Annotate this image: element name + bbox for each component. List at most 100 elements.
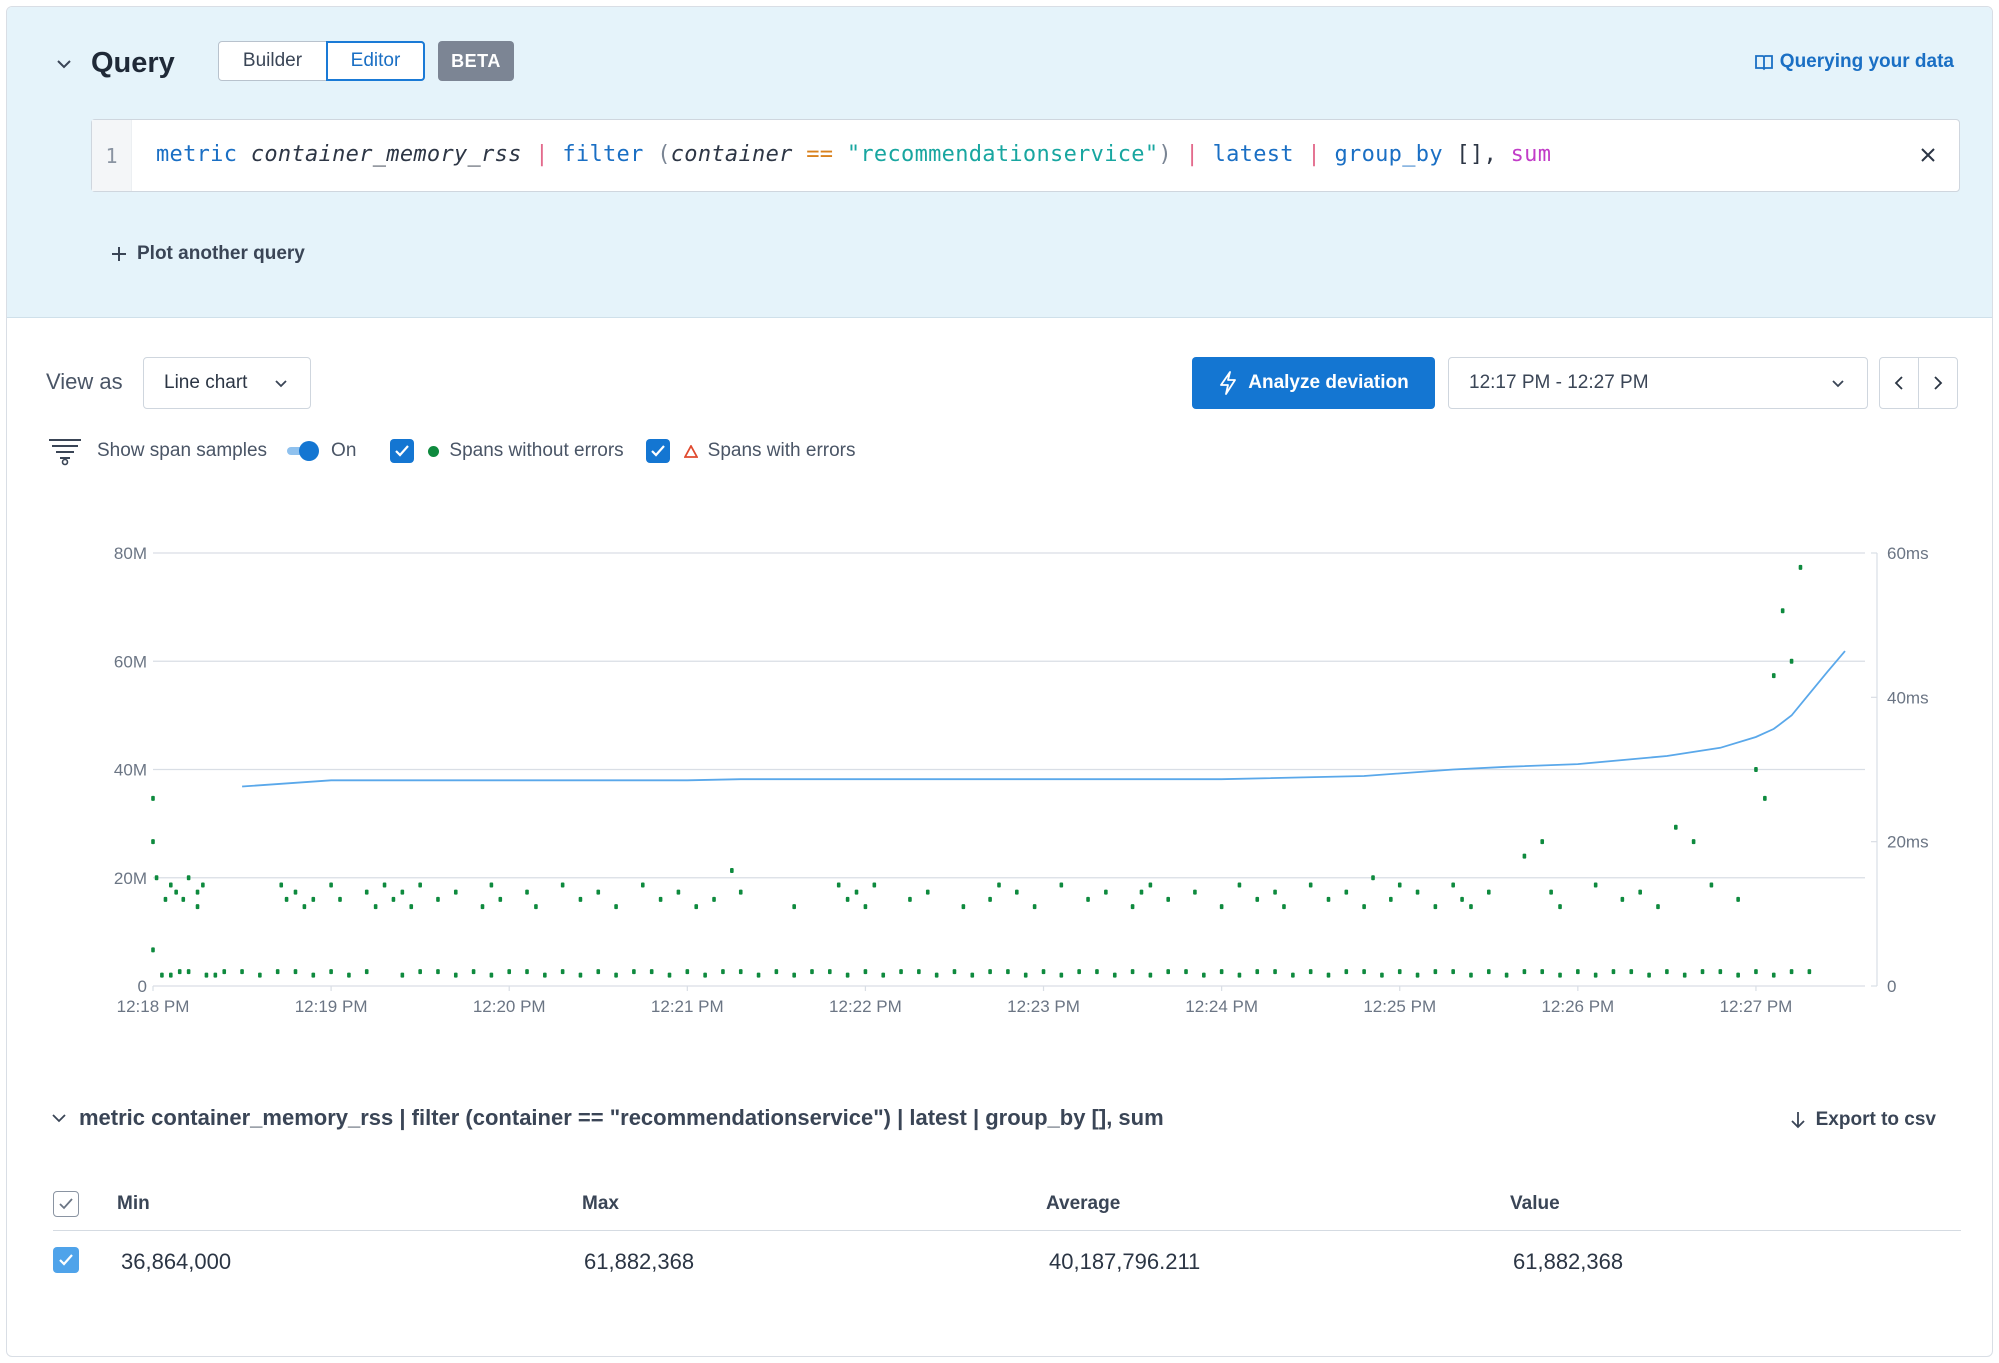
span-sample-point: [1380, 972, 1384, 978]
y-left-tick-label: 0: [138, 977, 147, 996]
span-sample-point: [1237, 882, 1242, 888]
span-sample-point: [1059, 972, 1064, 978]
code-token: |: [1171, 142, 1213, 167]
span-sample-point: [169, 972, 173, 978]
export-csv-button[interactable]: Export to csv: [1790, 1109, 1936, 1131]
span-sample-point: [1184, 969, 1188, 975]
span-sample-point: [810, 969, 814, 975]
span-sample-point: [1576, 969, 1580, 975]
span-sample-point: [1549, 889, 1553, 895]
previous-range-chevron-left-icon[interactable]: [1880, 358, 1919, 408]
span-sample-point: [436, 969, 440, 975]
time-range-select[interactable]: 12:17 PM - 12:27 PM: [1448, 357, 1868, 409]
span-sample-point: [774, 969, 779, 975]
span-sample-point: [1148, 972, 1153, 978]
view-as-select[interactable]: Line chart: [143, 357, 311, 409]
code-token: |: [1293, 142, 1335, 167]
query-section: Query Builder Editor BETA Querying your …: [7, 7, 1992, 318]
span-sample-point: [1504, 972, 1509, 978]
spans-with-errors-label: Spans with errors: [707, 440, 856, 461]
span-sample-point: [436, 896, 440, 902]
select-all-checkbox[interactable]: [53, 1191, 79, 1217]
query-editor[interactable]: 1 metric container_memory_rss | filter (…: [91, 119, 1960, 192]
cell-min: 36,864,000: [121, 1249, 232, 1274]
line-number: 1: [92, 120, 132, 191]
y-left-tick-label: 60M: [114, 652, 147, 671]
x-tick-label: 12:21 PM: [651, 997, 724, 1016]
plot-another-label: Plot another query: [137, 243, 305, 264]
time-range-value: 12:17 PM - 12:27 PM: [1469, 372, 1649, 393]
x-tick-label: 12:20 PM: [473, 997, 546, 1016]
span-sample-point: [792, 904, 796, 910]
span-sample-point: [1326, 896, 1331, 902]
span-sample-point: [712, 896, 716, 902]
span-sample-point: [1736, 972, 1740, 978]
code-token: container: [670, 142, 793, 167]
span-sample-point: [828, 969, 832, 975]
span-sample-point: [1558, 904, 1562, 910]
span-samples-toggle[interactable]: [287, 441, 320, 461]
span-sample-point: [952, 969, 957, 975]
span-sample-point: [163, 896, 168, 902]
span-sample-point: [177, 969, 182, 975]
span-sample-point: [649, 969, 654, 975]
span-sample-point: [1308, 882, 1313, 888]
span-sample-point: [1389, 896, 1393, 902]
builder-tab[interactable]: Builder: [242, 50, 303, 71]
span-sample-point: [1166, 896, 1170, 902]
span-sample-point: [311, 896, 316, 902]
span-sample-point: [400, 972, 405, 978]
spans-with-errors-checkbox[interactable]: [645, 439, 670, 463]
span-sample-point: [1219, 969, 1224, 975]
export-csv-label: Export to csv: [1815, 1109, 1936, 1130]
row-checkbox[interactable]: [53, 1247, 79, 1273]
chevron-down-icon[interactable]: [51, 1110, 67, 1126]
span-sample-point: [1077, 969, 1081, 975]
editor-tab[interactable]: Editor: [326, 41, 425, 81]
span-sample-point: [970, 972, 975, 978]
span-sample-point: [1647, 972, 1651, 978]
span-sample-point: [1415, 972, 1420, 978]
analyze-deviation-label: Analyze deviation: [1248, 372, 1409, 393]
time-nav: [1879, 357, 1958, 409]
querying-docs-link[interactable]: Querying your data: [1754, 51, 1954, 73]
chevron-down-icon: [1832, 380, 1844, 388]
plot-another-query-button[interactable]: Plot another query: [111, 243, 305, 265]
span-sample-point: [1166, 969, 1170, 975]
span-sample-point: [1397, 969, 1402, 975]
collapse-chevron-icon[interactable]: [49, 49, 79, 79]
y-right-tick-label: 40ms: [1887, 688, 1929, 707]
span-sample-point: [174, 889, 178, 895]
query-panel: Query Builder Editor BETA Querying your …: [6, 6, 1993, 1357]
x-tick-label: 12:23 PM: [1007, 997, 1080, 1016]
x-tick-label: 12:19 PM: [295, 997, 368, 1016]
span-sample-point: [1433, 969, 1438, 975]
clear-query-close-icon[interactable]: [1911, 138, 1945, 172]
span-sample-point: [560, 969, 565, 975]
span-sample-point: [872, 882, 877, 888]
span-sample-point: [240, 969, 244, 975]
code-token: ==: [792, 142, 847, 167]
span-sample-point: [201, 882, 205, 888]
span-sample-point: [721, 969, 725, 975]
span-sample-point: [1041, 969, 1046, 975]
spans-without-errors-checkbox[interactable]: [390, 439, 415, 463]
query-code[interactable]: metric container_memory_rss | filter (co…: [156, 142, 1551, 167]
next-range-chevron-right-icon[interactable]: [1919, 358, 1958, 408]
span-sample-point: [1593, 882, 1598, 888]
span-sample-point: [1148, 882, 1153, 888]
span-sample-point: [792, 972, 796, 978]
analyze-deviation-button[interactable]: Analyze deviation: [1192, 357, 1435, 409]
span-sample-point: [302, 904, 307, 910]
span-sample-point: [1006, 969, 1010, 975]
memory-line-chart[interactable]: 0 20M 40M 60M 80M 0 20ms 40ms 60ms 12:18 PM 12:19 …: [7, 527, 1993, 1047]
span-sample-point: [1032, 904, 1037, 910]
code-token: group_by: [1334, 142, 1443, 167]
y-right-tick-label: 60ms: [1887, 544, 1929, 563]
span-sample-point: [1665, 969, 1669, 975]
code-token: sum: [1510, 142, 1552, 167]
span-sample-point: [1629, 969, 1634, 975]
span-sample-point: [1059, 882, 1064, 888]
query-title: Query: [91, 47, 175, 79]
y-right-tick-label: 20ms: [1887, 833, 1929, 852]
